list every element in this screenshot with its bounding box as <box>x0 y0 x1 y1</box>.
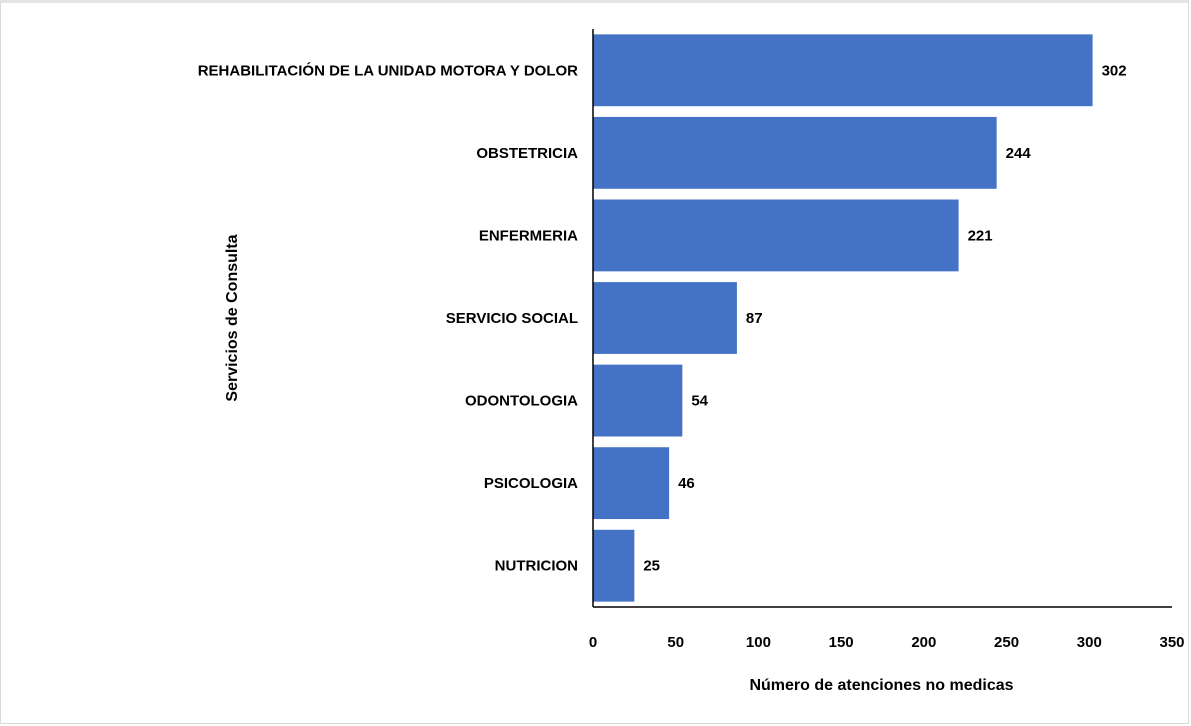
x-tick-label-7: 350 <box>1159 634 1184 651</box>
bar-5 <box>593 447 670 520</box>
bar-6 <box>593 529 635 602</box>
x-tick-labels: 0 50 100 150 200 250 300 350 <box>589 634 1185 651</box>
category-label-6: NUTRICION <box>495 558 578 575</box>
category-label-2: ENFERMERIA <box>479 227 578 244</box>
bars-group <box>593 34 1093 602</box>
x-tick-label-6: 300 <box>1077 634 1102 651</box>
data-label-5: 46 <box>678 475 695 492</box>
data-label-1: 244 <box>1006 145 1032 162</box>
category-label-3: SERVICIO SOCIAL <box>446 310 578 327</box>
bar-0 <box>593 34 1093 107</box>
data-label-4: 54 <box>691 393 708 410</box>
category-labels: REHABILITACIÓN DE LA UNIDAD MOTORA Y DOL… <box>198 61 578 574</box>
y-axis-title: Servicios de Consulta <box>224 234 241 401</box>
x-tick-label-5: 250 <box>994 634 1019 651</box>
category-label-5: PSICOLOGIA <box>484 475 578 492</box>
bar-2 <box>593 199 959 272</box>
x-tick-label-3: 150 <box>829 634 854 651</box>
data-label-0: 302 <box>1102 62 1127 79</box>
data-labels: 302 244 221 87 54 46 25 <box>643 62 1126 574</box>
bar-1 <box>593 116 997 189</box>
bar-4 <box>593 364 683 437</box>
x-tick-label-2: 100 <box>746 634 771 651</box>
data-label-3: 87 <box>746 310 763 327</box>
x-axis-title: Número de atenciones no medicas <box>749 677 1013 694</box>
category-label-0: REHABILITACIÓN DE LA UNIDAD MOTORA Y DOL… <box>198 61 578 79</box>
category-label-4: ODONTOLOGIA <box>465 393 578 410</box>
data-label-2: 221 <box>968 227 993 244</box>
x-tick-label-0: 0 <box>589 634 597 651</box>
data-label-6: 25 <box>643 558 660 575</box>
category-label-1: OBSTETRICIA <box>476 145 578 162</box>
x-tick-label-4: 200 <box>911 634 936 651</box>
x-tick-label-1: 50 <box>667 634 684 651</box>
bar-3 <box>593 282 737 354</box>
